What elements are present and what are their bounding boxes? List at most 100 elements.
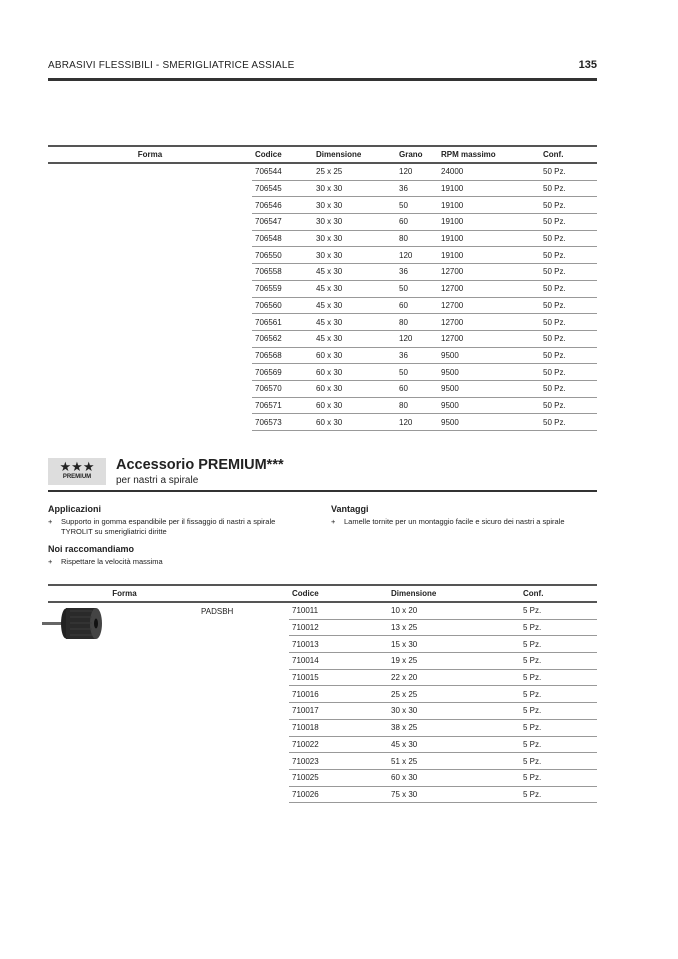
table-cell: 60 x 30 bbox=[316, 347, 399, 365]
forma-cell bbox=[48, 397, 252, 414]
table-cell: 22 x 20 bbox=[391, 669, 523, 687]
table-cell: 710017 bbox=[289, 702, 391, 720]
table-cell: 13 x 25 bbox=[391, 619, 523, 637]
stars-icon: ★★★ bbox=[59, 459, 95, 474]
table-cell: 5 Pz. bbox=[523, 669, 597, 687]
applicazioni-heading: Applicazioni bbox=[48, 504, 102, 514]
table-cell: 9500 bbox=[441, 347, 543, 365]
table-cell: 50 Pz. bbox=[543, 213, 597, 231]
table-cell: 5 Pz. bbox=[523, 786, 597, 804]
table-row: 706562 45 x 30 120 12700 50 Pz. bbox=[48, 330, 597, 348]
table-cell: 36 bbox=[399, 347, 441, 365]
table-cell: 30 x 30 bbox=[316, 213, 399, 231]
raccomandiamo-heading: Noi raccomandiamo bbox=[48, 544, 135, 554]
table-cell: 50 Pz. bbox=[543, 163, 597, 181]
product-divider bbox=[48, 490, 597, 492]
table-row: 710017 30 x 30 5 Pz. bbox=[48, 702, 597, 720]
forma-cell bbox=[48, 180, 252, 197]
table-cell: 5 Pz. bbox=[523, 769, 597, 787]
forma-cell bbox=[48, 163, 252, 180]
col-grano: Grano bbox=[399, 145, 441, 164]
table-cell: 706550 bbox=[252, 246, 316, 265]
table-cell: 50 Pz. bbox=[543, 313, 597, 331]
table-row: 706569 60 x 30 50 9500 50 Pz. bbox=[48, 363, 597, 381]
col-rpm: RPM massimo bbox=[441, 145, 543, 164]
spiral-band-holder-image bbox=[42, 608, 102, 639]
table-cell: 60 x 30 bbox=[316, 397, 399, 415]
table-cell: 9500 bbox=[441, 397, 543, 415]
table-cell: 5 Pz. bbox=[523, 602, 597, 620]
table-cell: 710026 bbox=[289, 786, 391, 804]
col-forma: Forma bbox=[48, 584, 201, 603]
table-cell: 5 Pz. bbox=[523, 635, 597, 654]
table-cell: 706547 bbox=[252, 213, 316, 231]
col-conf: Conf. bbox=[523, 584, 597, 603]
table-row: 706546 30 x 30 50 19100 50 Pz. bbox=[48, 196, 597, 215]
table-cell: 5 Pz. bbox=[523, 685, 597, 704]
table-cell: 12700 bbox=[441, 297, 543, 315]
table-cell: 60 x 30 bbox=[316, 413, 399, 431]
table-cell: 5 Pz. bbox=[523, 752, 597, 770]
col-codice: Codice bbox=[289, 584, 391, 603]
table-cell: 80 bbox=[399, 313, 441, 331]
table-cell: 706569 bbox=[252, 363, 316, 381]
page-number: 135 bbox=[578, 59, 597, 71]
forma-cell bbox=[48, 669, 201, 686]
bullet: + bbox=[48, 517, 53, 526]
table-cell: 12700 bbox=[441, 313, 543, 331]
table-cell: 60 x 30 bbox=[316, 363, 399, 381]
table-cell: 50 bbox=[399, 280, 441, 298]
table-cell: 710025 bbox=[289, 769, 391, 787]
table-cell: 9500 bbox=[441, 363, 543, 381]
table-cell: 25 x 25 bbox=[391, 685, 523, 704]
table-cell: 50 bbox=[399, 363, 441, 381]
table-cell: 706545 bbox=[252, 180, 316, 198]
table-cell: 60 x 30 bbox=[316, 380, 399, 398]
table-cell: 120 bbox=[399, 413, 441, 431]
table-cell: 36 bbox=[399, 180, 441, 198]
type-cell bbox=[201, 669, 289, 686]
table-cell: 50 Pz. bbox=[543, 297, 597, 315]
forma-cell bbox=[48, 686, 201, 703]
table-row: 710013 15 x 30 5 Pz. bbox=[48, 635, 597, 654]
table-cell: 30 x 30 bbox=[391, 702, 523, 720]
table-cell: 706571 bbox=[252, 397, 316, 415]
table-cell: 30 x 30 bbox=[316, 180, 399, 198]
table-row: 706571 60 x 30 80 9500 50 Pz. bbox=[48, 397, 597, 415]
table-cell: 38 x 25 bbox=[391, 719, 523, 737]
forma-cell bbox=[48, 719, 201, 736]
table-cell: 710014 bbox=[289, 652, 391, 670]
table-cell: 706548 bbox=[252, 230, 316, 248]
type-cell bbox=[201, 686, 289, 703]
col-dimensione: Dimensione bbox=[316, 145, 399, 164]
table-cell: 75 x 30 bbox=[391, 786, 523, 804]
product-subtitle: per nastri a spirale bbox=[116, 475, 199, 486]
table-cell: 710012 bbox=[289, 619, 391, 637]
forma-cell bbox=[48, 380, 252, 397]
forma-cell bbox=[48, 347, 252, 364]
table-cell: 5 Pz. bbox=[523, 702, 597, 720]
table-cell: 45 x 30 bbox=[391, 736, 523, 754]
table-row: 710018 38 x 25 5 Pz. bbox=[48, 719, 597, 737]
type-cell bbox=[201, 636, 289, 653]
table-cell: 50 Pz. bbox=[543, 380, 597, 398]
table-cell: 19 x 25 bbox=[391, 652, 523, 670]
table-cell: 50 Pz. bbox=[543, 263, 597, 281]
table-cell: 706546 bbox=[252, 196, 316, 215]
table-row: 706545 30 x 30 36 19100 50 Pz. bbox=[48, 180, 597, 198]
table-row: 706561 45 x 30 80 12700 50 Pz. bbox=[48, 313, 597, 331]
table-row: 710015 22 x 20 5 Pz. bbox=[48, 669, 597, 687]
table-cell: 12700 bbox=[441, 263, 543, 281]
table-cell: 45 x 30 bbox=[316, 263, 399, 281]
type-cell bbox=[201, 753, 289, 770]
type-cell: PADSBH bbox=[201, 606, 234, 616]
list-item: + Supporto in gomma espandibile per il fi… bbox=[48, 517, 308, 537]
table-cell: 50 Pz. bbox=[543, 363, 597, 381]
type-cell bbox=[201, 736, 289, 753]
forma-cell bbox=[48, 247, 252, 264]
table-cell: 706560 bbox=[252, 297, 316, 315]
table-cell: 50 Pz. bbox=[543, 246, 597, 265]
vantaggi-heading: Vantaggi bbox=[331, 504, 369, 514]
forma-cell bbox=[48, 769, 201, 786]
item-text: Lamelle tornite per un montaggio facile … bbox=[344, 517, 565, 526]
